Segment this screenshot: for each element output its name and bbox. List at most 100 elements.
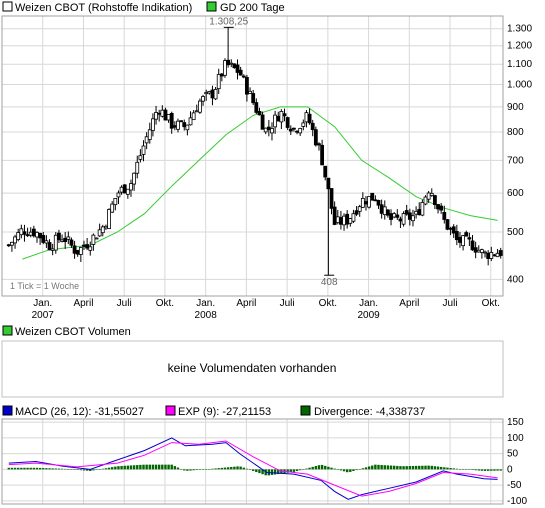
candle-body <box>25 234 30 237</box>
divergence-bar <box>157 464 161 470</box>
divergence-bar <box>23 467 26 470</box>
divergence-bar <box>226 467 230 470</box>
divergence-bar <box>154 464 158 470</box>
candlestick-series <box>6 27 503 276</box>
divergence-bar <box>414 465 418 470</box>
candle-body <box>270 128 274 134</box>
candle-body <box>257 110 262 116</box>
candle-body <box>31 228 36 237</box>
divergence-bar <box>142 464 145 470</box>
legend-swatch-exp <box>165 405 176 416</box>
divergence-bar <box>82 469 86 471</box>
candle-body <box>88 246 93 251</box>
divergence-bar <box>367 466 371 470</box>
candle-body <box>241 75 246 78</box>
candle-body <box>57 232 61 241</box>
candle-body <box>47 242 52 251</box>
divergence-bar <box>468 469 471 470</box>
candle-body <box>144 136 149 144</box>
divergence-bar <box>248 469 252 470</box>
legend-swatch-macd <box>2 405 13 416</box>
divergence-bar <box>345 469 349 473</box>
candle-body <box>354 210 359 215</box>
candle-body <box>461 235 466 247</box>
divergence-bar <box>421 465 424 470</box>
divergence-bar <box>430 465 433 470</box>
tick-note: 1 Tick = 1 Woche <box>10 281 79 291</box>
divergence-bar <box>336 469 339 470</box>
candle-body <box>110 203 115 213</box>
divergence-bar <box>261 469 264 475</box>
divergence-bar <box>305 468 308 470</box>
divergence-bar <box>358 469 361 470</box>
divergence-bar <box>95 469 98 470</box>
divergence-bar <box>42 468 45 470</box>
candle-body <box>185 124 190 131</box>
candle-body <box>313 129 318 146</box>
macd-y-axis: 150 100 50 0 -50 -100 <box>507 417 527 507</box>
volume-panel-frame <box>1 340 504 398</box>
candle-body <box>458 236 462 243</box>
price-x-tick-label: April <box>399 298 419 309</box>
divergence-bar <box>308 467 311 470</box>
price-y-tick-label: 1.300 <box>507 24 532 35</box>
candle-body <box>386 209 390 216</box>
candle-body <box>473 247 478 253</box>
candle-body <box>85 244 90 249</box>
candle-body <box>464 232 469 237</box>
divergence-bar <box>101 468 104 470</box>
divergence-bar <box>13 467 17 470</box>
volume-legend: Weizen CBOT Volumen <box>2 325 131 338</box>
candle-body <box>470 240 475 251</box>
candle-body <box>339 217 343 225</box>
divergence-bar <box>117 466 120 470</box>
candle-body <box>28 231 33 236</box>
price-x-tick-label: April <box>73 298 93 309</box>
candle-body <box>198 100 202 113</box>
candle-body <box>348 218 353 224</box>
macd-y-tick-label: 50 <box>507 449 519 460</box>
price-y-tick-label: 600 <box>507 188 524 199</box>
divergence-bar <box>54 468 57 470</box>
candle-body <box>147 129 152 140</box>
price-x-tick-label: Okt. <box>156 298 174 309</box>
candle-body <box>404 210 409 215</box>
divergence-bar <box>355 469 358 471</box>
candle-body <box>75 249 80 255</box>
exp-line <box>8 440 498 497</box>
divergence-bar <box>465 469 468 470</box>
divergence-bar <box>277 469 280 475</box>
price-x-year-label: 2009 <box>357 310 380 321</box>
price-x-tick-label: Okt. <box>319 298 337 309</box>
candle-body <box>367 196 372 208</box>
price-y-tick-label: 1.000 <box>507 80 532 91</box>
candle-body <box>166 113 171 121</box>
divergence-bar <box>57 468 61 470</box>
price-x-tick-label: Jan. <box>33 298 52 309</box>
divergence-bar <box>399 466 402 470</box>
divergence-bar <box>402 466 405 470</box>
candle-body <box>379 204 384 214</box>
candle-body <box>320 144 325 166</box>
candle-body <box>122 184 127 194</box>
divergence-bar <box>446 467 449 470</box>
price-y-tick-label: 1.100 <box>507 59 532 70</box>
divergence-bar <box>126 465 130 470</box>
divergence-bar <box>452 468 455 470</box>
candle-body <box>44 240 49 244</box>
divergence-bar <box>371 465 374 470</box>
candle-body <box>16 232 21 241</box>
price-x-year-label: 2007 <box>32 310 55 321</box>
divergence-bar <box>289 469 292 473</box>
macd-y-tick-label: 100 <box>507 433 524 444</box>
candle-body <box>22 231 27 235</box>
price-x-tick-label: Juli <box>280 298 295 309</box>
candle-body <box>107 209 111 230</box>
candle-body <box>182 122 187 128</box>
price-x-tick-label: Juli <box>117 298 132 309</box>
legend-label-divergence: Divergence: -4,338737 <box>314 406 425 418</box>
candle-body <box>357 206 362 212</box>
divergence-bar <box>139 464 142 470</box>
divergence-bar <box>114 466 117 470</box>
